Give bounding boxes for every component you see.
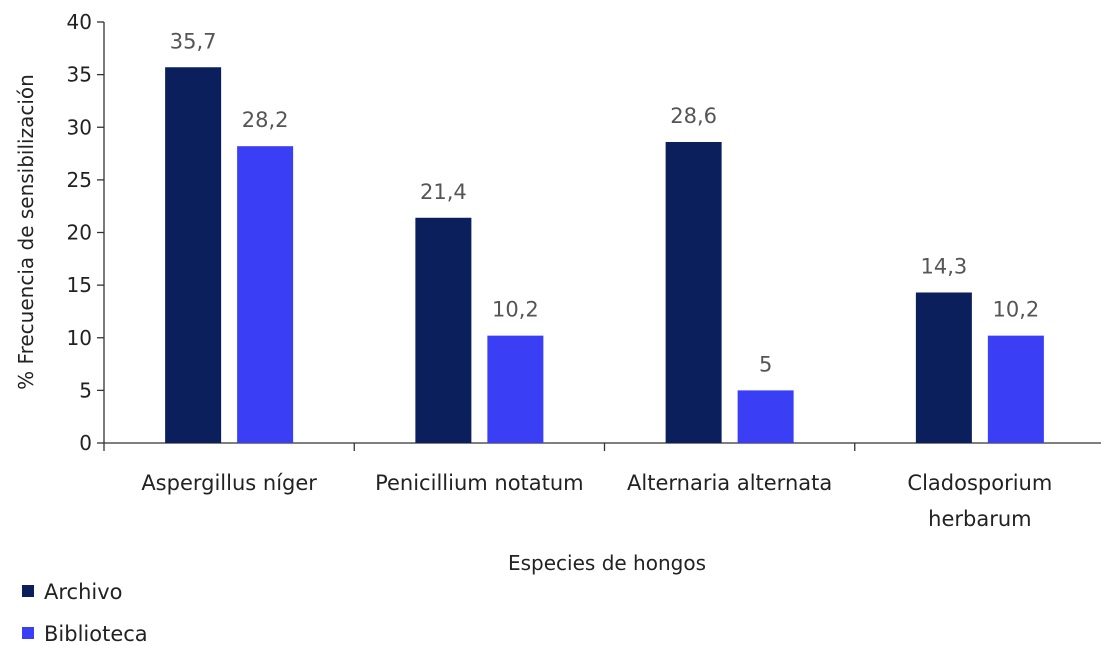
y-axis-title: % Frecuencia de sensibilización: [14, 74, 38, 390]
y-tick-label: 40: [67, 10, 92, 34]
y-tick-label: 5: [79, 378, 92, 402]
x-axis-title: Especies de hongos: [508, 551, 706, 575]
data-label: 10,2: [492, 298, 539, 322]
y-tick-label: 25: [67, 168, 92, 192]
bar-archivo: [915, 292, 972, 443]
data-label: 14,3: [920, 254, 967, 278]
x-axis: Aspergillus níger Penicillium notatum Alte…: [103, 442, 1101, 531]
data-label: 21,4: [420, 180, 467, 204]
legend-label: Archivo: [44, 580, 123, 604]
y-tick-label: 20: [67, 221, 92, 245]
legend-swatch: [22, 585, 34, 597]
data-label: 10,2: [992, 298, 1039, 322]
legend: Archivo Biblioteca: [22, 580, 148, 645]
legend-swatch: [22, 627, 34, 639]
bar-archivo: [415, 217, 472, 443]
x-category-label: herbarum: [928, 507, 1031, 531]
y-tick-label: 35: [67, 63, 92, 87]
x-category-label: Penicillium notatum: [375, 471, 584, 495]
y-tick-label: 10: [67, 326, 92, 350]
bars: [165, 67, 1044, 444]
y-axis: 0 5 10 15 20 25 30 35 40: [67, 10, 105, 455]
data-labels: 35,7 21,4 28,6 14,3 28,2 10,2 5 10,2: [170, 29, 1040, 376]
bar-biblioteca: [237, 146, 294, 443]
x-category-label: Alternaria alternata: [627, 471, 832, 495]
bar-archivo: [665, 141, 722, 444]
legend-label: Biblioteca: [44, 622, 148, 645]
y-tick-label: 30: [67, 115, 92, 139]
y-tick-label: 15: [67, 273, 92, 297]
bar-biblioteca: [987, 335, 1044, 443]
data-label: 5: [759, 352, 772, 376]
bar-biblioteca: [737, 390, 794, 443]
x-category-label: Aspergillus níger: [141, 471, 317, 495]
data-label: 35,7: [170, 29, 217, 53]
bar-archivo: [165, 67, 222, 443]
data-label: 28,2: [242, 108, 289, 132]
bar-biblioteca: [487, 335, 544, 443]
data-label: 28,6: [670, 104, 717, 128]
y-tick-label: 0: [79, 431, 92, 455]
x-category-label: Cladosporium: [907, 471, 1052, 495]
